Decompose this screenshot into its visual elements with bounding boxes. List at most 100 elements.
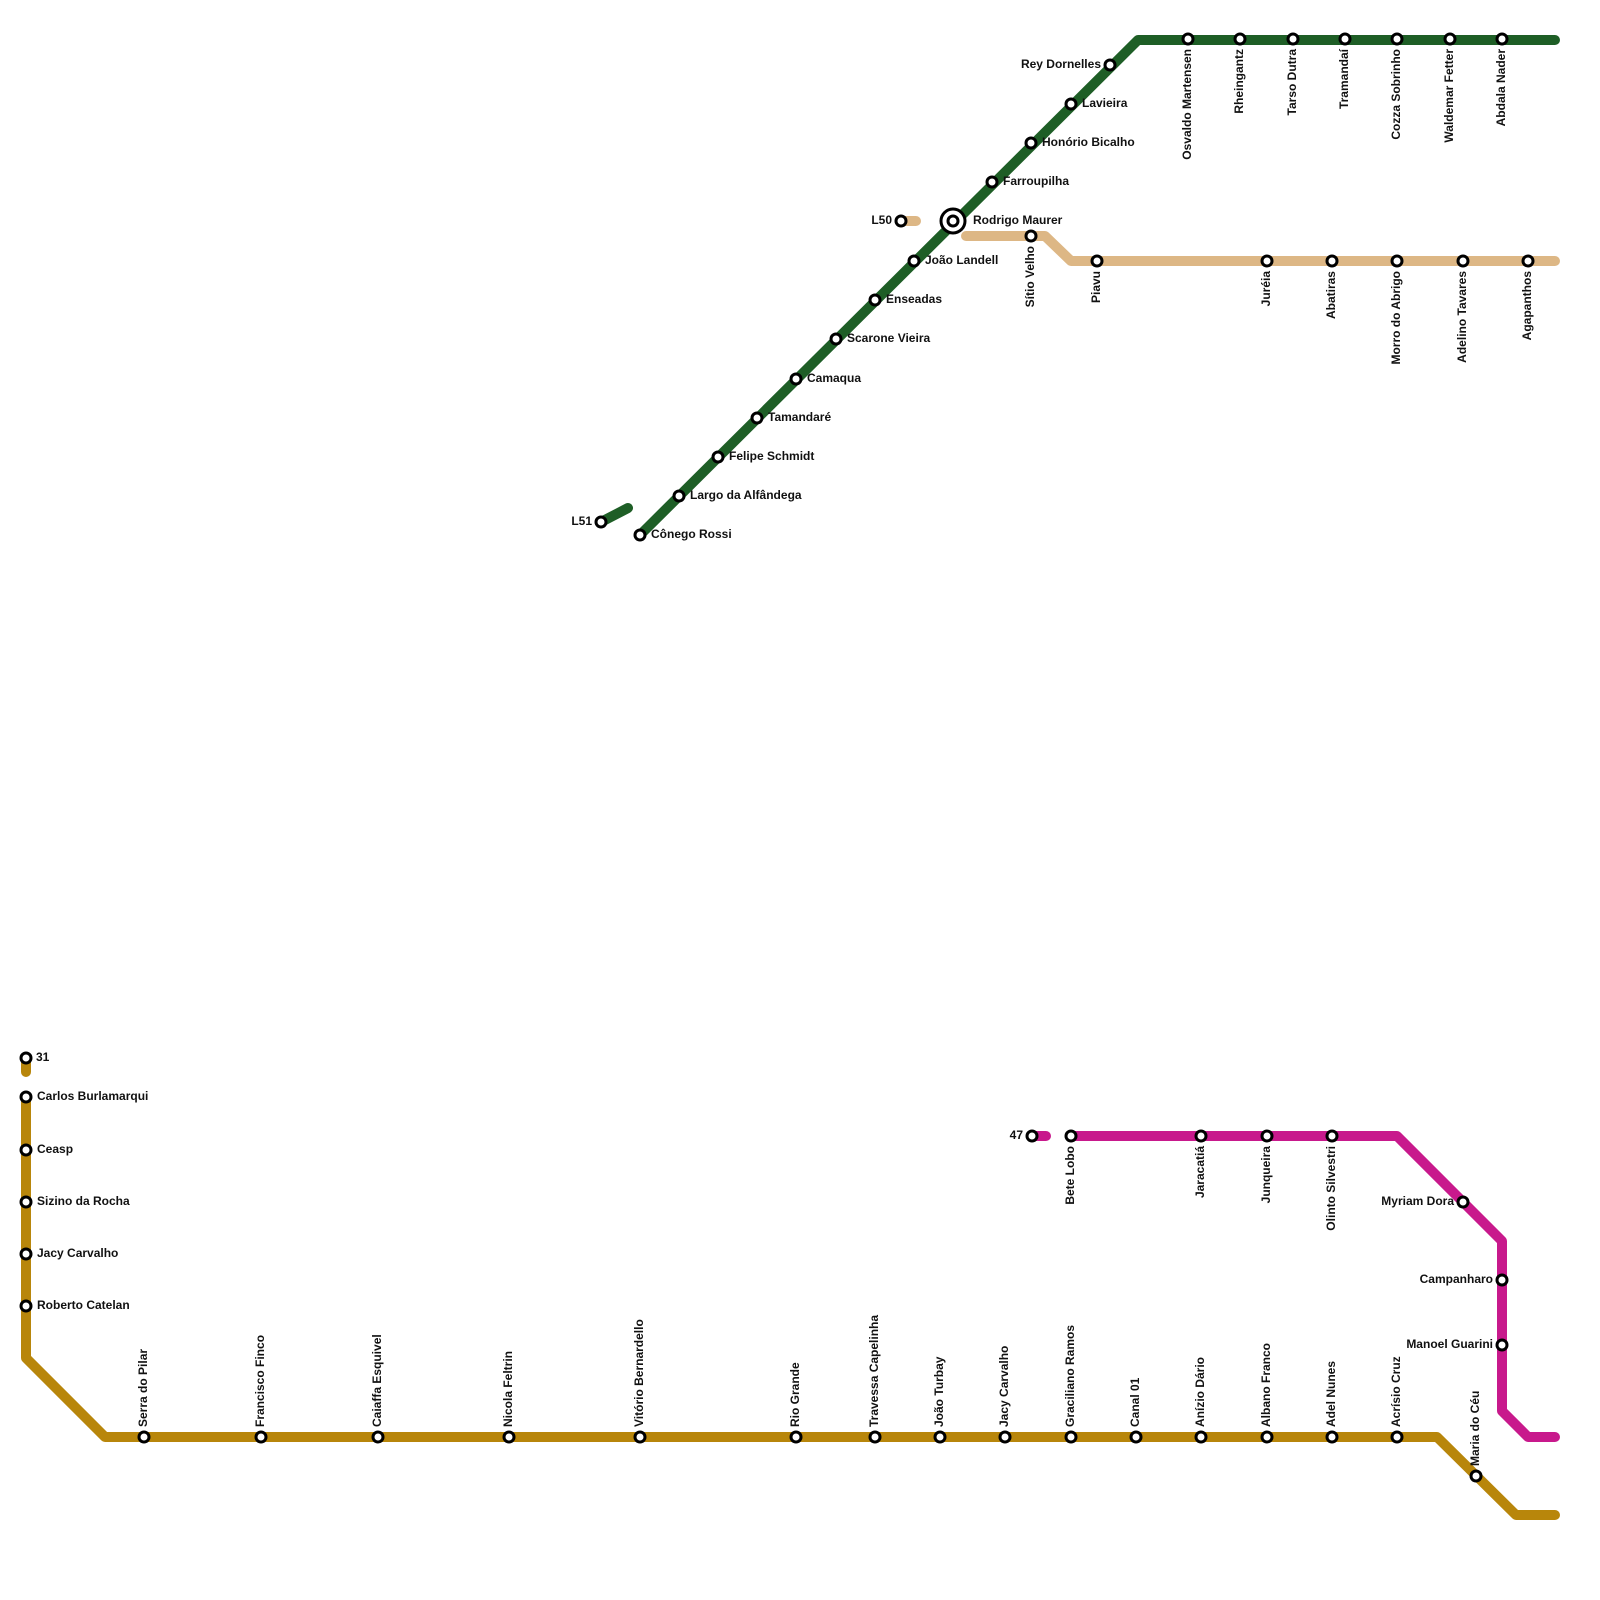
station-label: Maria do Céu [1468, 1391, 1482, 1466]
line-track [21, 1092, 1560, 1520]
station-label: Scarone Vieira [847, 331, 930, 345]
station-label: Rio Grande [788, 1362, 802, 1427]
station [371, 1430, 385, 1444]
station [1325, 1430, 1339, 1444]
station [19, 1090, 33, 1104]
station-label: João Landell [925, 253, 998, 267]
station [933, 1430, 947, 1444]
station [789, 372, 803, 386]
station [1456, 254, 1470, 268]
station-label: Nicola Feltrin [501, 1351, 515, 1427]
station-label: Graciliano Ramos [1063, 1325, 1077, 1427]
station-label: Farroupilha [1003, 174, 1069, 188]
station-label: Abatiras [1324, 271, 1338, 319]
station [137, 1430, 151, 1444]
station [829, 332, 843, 346]
station [1024, 229, 1038, 243]
station [789, 1430, 803, 1444]
station [1390, 254, 1404, 268]
station-label: Waldemar Fetter [1442, 49, 1456, 143]
station [1181, 32, 1195, 46]
station-label: Manoel Guarini [1406, 1337, 1493, 1351]
station [1064, 97, 1078, 111]
station-label: Caiaffa Esquivel [370, 1334, 384, 1427]
line-label: 47 [1010, 1128, 1024, 1142]
station-label: Honório Bicalho [1042, 135, 1135, 149]
station-label: Morro do Abrigo [1389, 271, 1403, 365]
station [1495, 1273, 1509, 1287]
station-label: Largo da Alfândega [690, 488, 802, 502]
station-label: Agapanthos [1520, 271, 1534, 341]
station-label: Cozza Sobrinho [1389, 49, 1403, 140]
station [19, 1051, 33, 1065]
station-label: Abdala Nader [1494, 49, 1508, 127]
station [1443, 32, 1457, 46]
station-label: Olinto Silvestri [1324, 1146, 1338, 1231]
station-label: Roberto Catelan [37, 1298, 130, 1312]
station-label: Felipe Schmidt [729, 449, 814, 463]
station [1390, 32, 1404, 46]
station-label: Tramandaí [1337, 48, 1351, 109]
stations: L51 Cônego Rossi Largo da Alfândega Felipe … [19, 32, 1535, 1483]
station [19, 1195, 33, 1209]
station [1390, 1430, 1404, 1444]
station-label: Juréia [1259, 271, 1273, 307]
line-label: L50 [871, 213, 892, 227]
station-label: Travessa Capelinha [867, 1315, 881, 1427]
station-label: Piavu [1089, 271, 1103, 303]
station [868, 1430, 882, 1444]
station-label: Tamandaré [768, 410, 831, 424]
station [894, 214, 908, 228]
station [711, 450, 725, 464]
line-track [1066, 1131, 1560, 1442]
station [19, 1143, 33, 1157]
station [1260, 1129, 1274, 1143]
station [1064, 1129, 1078, 1143]
station [633, 528, 647, 542]
station-label: João Turbay [932, 1356, 946, 1427]
station [1469, 1469, 1483, 1483]
station [672, 489, 686, 503]
station-label: Acrísio Cruz [1389, 1356, 1403, 1427]
line-track [961, 231, 1560, 266]
station [868, 293, 882, 307]
station-label: Enseadas [886, 292, 942, 306]
station-label: Ceasp [37, 1142, 73, 1156]
station [594, 515, 608, 529]
station [985, 175, 999, 189]
station [1194, 1430, 1208, 1444]
station-label: Jacy Carvalho [997, 1346, 1011, 1427]
station-label: Campanharo [1420, 1272, 1493, 1286]
station-label: Anízio Dário [1193, 1357, 1207, 1427]
line-track [635, 35, 1560, 540]
station-label: Osvaldo Martensen [1180, 49, 1194, 160]
station [1233, 32, 1247, 46]
station-label: Lavieira [1082, 96, 1128, 110]
station [1090, 254, 1104, 268]
station [502, 1430, 516, 1444]
station [1260, 254, 1274, 268]
station-label: Myriam Dora [1381, 1194, 1454, 1208]
station-label: Junqueira [1259, 1146, 1273, 1204]
station-label: Cônego Rossi [651, 527, 732, 541]
station [750, 411, 764, 425]
station [1325, 254, 1339, 268]
station-label: Francisco Finco [253, 1335, 267, 1427]
station [998, 1430, 1012, 1444]
station [1286, 32, 1300, 46]
station-label: Vitório Bernardello [632, 1319, 646, 1427]
station [1064, 1430, 1078, 1444]
station [1495, 32, 1509, 46]
station [1521, 254, 1535, 268]
station-label: Rey Dornelles [1021, 57, 1101, 71]
station-label: Camaqua [807, 371, 861, 385]
station-label: Adelino Tavares [1455, 271, 1469, 363]
station [1129, 1430, 1143, 1444]
station-label: Canal 01 [1128, 1377, 1142, 1427]
interchange-core [946, 214, 960, 228]
line-label: 31 [36, 1050, 50, 1064]
station-label: Tarso Dutra [1285, 49, 1299, 116]
station [1260, 1430, 1274, 1444]
station [1456, 1195, 1470, 1209]
